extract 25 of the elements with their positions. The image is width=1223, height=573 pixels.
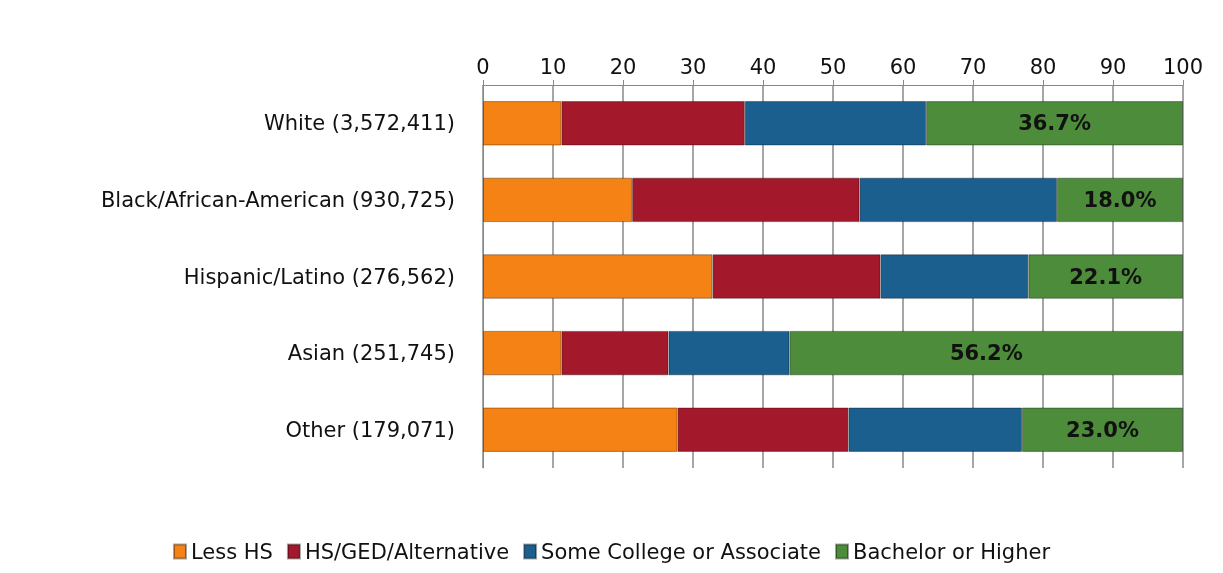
y-tick-label: Black/African-American (930,725) [100, 187, 455, 212]
x-tick-label: 90 [1099, 54, 1127, 79]
data-label: 23.0% [1066, 417, 1139, 442]
y-tick-label: Asian (251,745) [287, 341, 455, 366]
data-label: 22.1% [1069, 264, 1143, 289]
data-label: 36.7% [1018, 111, 1091, 136]
legend-label: Less HS [190, 539, 273, 564]
legend-label: Bachelor or Higher [853, 539, 1051, 564]
x-tick-label: 50 [819, 54, 847, 79]
y-tick-label: Other (179,071) [285, 417, 455, 442]
x-tick-label: 100 [1162, 54, 1204, 79]
x-tick-label: 80 [1029, 54, 1057, 79]
x-tick-label: 30 [679, 54, 707, 79]
legend-label: HS/GED/Alternative [304, 539, 510, 564]
x-tick-label: 40 [749, 54, 777, 79]
x-tick-label: 0 [476, 54, 490, 79]
y-tick-label: Hispanic/Latino (276,562) [183, 264, 455, 289]
x-tick-label: 70 [959, 54, 987, 79]
x-tick-label: 60 [889, 54, 917, 79]
data-label: 56.2% [949, 341, 1023, 366]
legend-label: Some College or Associate [541, 539, 822, 564]
y-tick-label: White (3,572,411) [264, 111, 455, 136]
x-tick-label: 10 [539, 54, 567, 79]
data-label: 18.0% [1083, 187, 1157, 212]
x-tick-label: 20 [609, 54, 637, 79]
